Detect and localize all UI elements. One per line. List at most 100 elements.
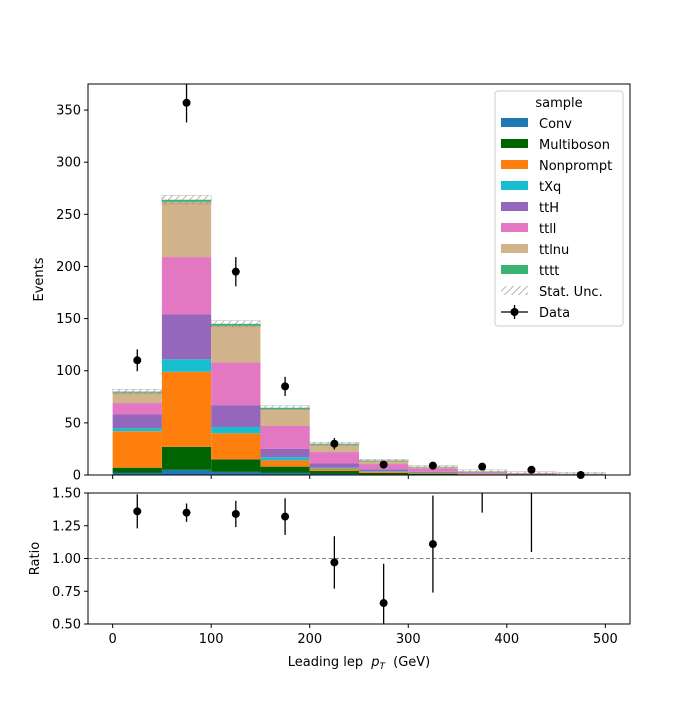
ratio-ytick-label-1: 0.75 — [52, 585, 81, 600]
legend-label-conv: Conv — [539, 117, 572, 132]
ratio-point-5 — [380, 599, 388, 607]
legend: sample Conv Multiboson Nonprompt tXq ttH ttll t… — [495, 91, 623, 326]
main-ytick-label-7: 350 — [56, 104, 81, 119]
main-ytick-label-5: 250 — [56, 208, 81, 223]
bar-ttlnu-bin-2 — [211, 326, 260, 362]
bar-txq-bin-5 — [359, 471, 408, 472]
bar-tth-bin-5 — [359, 469, 408, 471]
bar-ttll-bin-0 — [113, 403, 162, 414]
legend-swatch-conv — [501, 118, 528, 127]
legend-swatch-stat-unc — [501, 286, 528, 295]
legend-label-multiboson: Multiboson — [539, 138, 610, 153]
xtick-label-4: 400 — [494, 632, 519, 647]
ratio-ytick-label-2: 1.00 — [52, 552, 81, 567]
bar-tth-bin-2 — [211, 405, 260, 427]
x-axis-label-sub: T — [379, 662, 386, 672]
legend-swatch-multiboson — [501, 139, 528, 148]
ratio-y-axis-label: Ratio — [28, 542, 43, 575]
bar-nonprompt-bin-3 — [260, 460, 309, 466]
bar-ttll-bin-2 — [211, 362, 260, 405]
bar-nonprompt-bin-0 — [113, 431, 162, 467]
data-point-4 — [330, 440, 338, 448]
bar-tth-bin-6 — [408, 472, 457, 473]
ratio-point-1 — [183, 509, 191, 517]
x-axis-label-main: Leading lep — [288, 655, 363, 670]
bar-multiboson-bin-0 — [113, 468, 162, 473]
xtick-label-0: 0 — [108, 632, 116, 647]
legend-swatch-tttt — [501, 265, 528, 274]
data-point-6 — [429, 462, 437, 470]
bar-nonprompt-bin-2 — [211, 433, 260, 459]
main-ytick-label-1: 50 — [64, 416, 81, 431]
bar-ttlnu-bin-1 — [162, 202, 211, 257]
legend-swatch-ttlnu — [501, 244, 528, 253]
legend-label-tth: ttH — [539, 201, 559, 216]
bar-nonprompt-bin-5 — [359, 472, 408, 473]
x-axis-label-p: p — [370, 655, 379, 670]
bar-ttlnu-bin-0 — [113, 393, 162, 403]
legend-label-ttll: ttll — [539, 222, 556, 237]
main-ytick-label-3: 150 — [56, 312, 81, 327]
legend-label-nonprompt: Nonprompt — [539, 159, 612, 174]
ratio-panel: 0.50 0.75 1.00 1.25 1.50 0 100 200 300 400 500 Ra… — [28, 487, 630, 674]
main-x-ticks — [113, 475, 606, 479]
data-point-7 — [478, 463, 486, 471]
bar-ttlnu-bin-3 — [260, 409, 309, 426]
data-point-5 — [380, 461, 388, 469]
ratio-point-4 — [330, 558, 338, 566]
ratio-ytick-label-4: 1.50 — [52, 487, 81, 502]
legend-title: sample — [535, 96, 582, 111]
legend-label-tttt: tttt — [539, 264, 559, 279]
bar-txq-bin-1 — [162, 359, 211, 372]
xtick-label-3: 300 — [396, 632, 421, 647]
bar-conv-bin-1 — [162, 470, 211, 475]
stat-unc-bin-2 — [211, 321, 260, 327]
ratio-point-3 — [281, 513, 289, 521]
data-point-8 — [527, 466, 535, 474]
legend-label-txq: tXq — [539, 180, 561, 195]
bar-txq-bin-2 — [211, 427, 260, 433]
legend-swatch-ttll — [501, 223, 528, 232]
legend-swatch-nonprompt — [501, 160, 528, 169]
main-ytick-label-4: 200 — [56, 260, 81, 275]
bar-ttll-bin-4 — [310, 452, 359, 463]
main-ytick-label-2: 100 — [56, 364, 81, 379]
bar-txq-bin-3 — [260, 457, 309, 460]
bar-ttll-bin-3 — [260, 426, 309, 449]
bar-nonprompt-bin-1 — [162, 372, 211, 447]
ratio-point-0 — [133, 507, 141, 515]
bar-multiboson-bin-1 — [162, 447, 211, 470]
bar-multiboson-bin-2 — [211, 459, 260, 472]
data-point-0 — [133, 356, 141, 364]
main-ytick-label-6: 300 — [56, 156, 81, 171]
bar-nonprompt-bin-6 — [408, 473, 457, 474]
ratio-y-ticks: 0.50 0.75 1.00 1.25 1.50 — [52, 487, 88, 633]
main-y-axis-label: Events — [32, 257, 47, 301]
stat-unc-bin-1 — [162, 196, 211, 204]
xtick-label-5: 500 — [593, 632, 618, 647]
ratio-ytick-label-0: 0.50 — [52, 618, 81, 633]
bar-multiboson-bin-5 — [359, 473, 408, 475]
bar-multiboson-bin-4 — [310, 471, 359, 474]
bar-tth-bin-4 — [310, 464, 359, 468]
data-point-3 — [281, 382, 289, 390]
bar-ttll-bin-1 — [162, 257, 211, 314]
legend-data-marker — [511, 308, 519, 316]
xtick-label-1: 100 — [199, 632, 224, 647]
bar-tth-bin-7 — [458, 473, 507, 474]
bar-txq-bin-0 — [113, 428, 162, 431]
legend-label-ttlnu: ttlnu — [539, 243, 569, 258]
bar-txq-bin-4 — [310, 468, 359, 469]
ratio-x-ticks: 0 100 200 300 400 500 — [108, 624, 617, 647]
bar-nonprompt-bin-4 — [310, 469, 359, 471]
data-point-1 — [183, 99, 191, 107]
xtick-label-2: 200 — [297, 632, 322, 647]
legend-label-stat-unc: Stat. Unc. — [539, 285, 603, 300]
ratio-ytick-label-3: 1.25 — [52, 519, 81, 534]
stat-unc-bin-3 — [260, 406, 309, 410]
x-axis-label: Leading lep pT (GeV) — [288, 655, 430, 673]
ratio-point-6 — [429, 540, 437, 548]
